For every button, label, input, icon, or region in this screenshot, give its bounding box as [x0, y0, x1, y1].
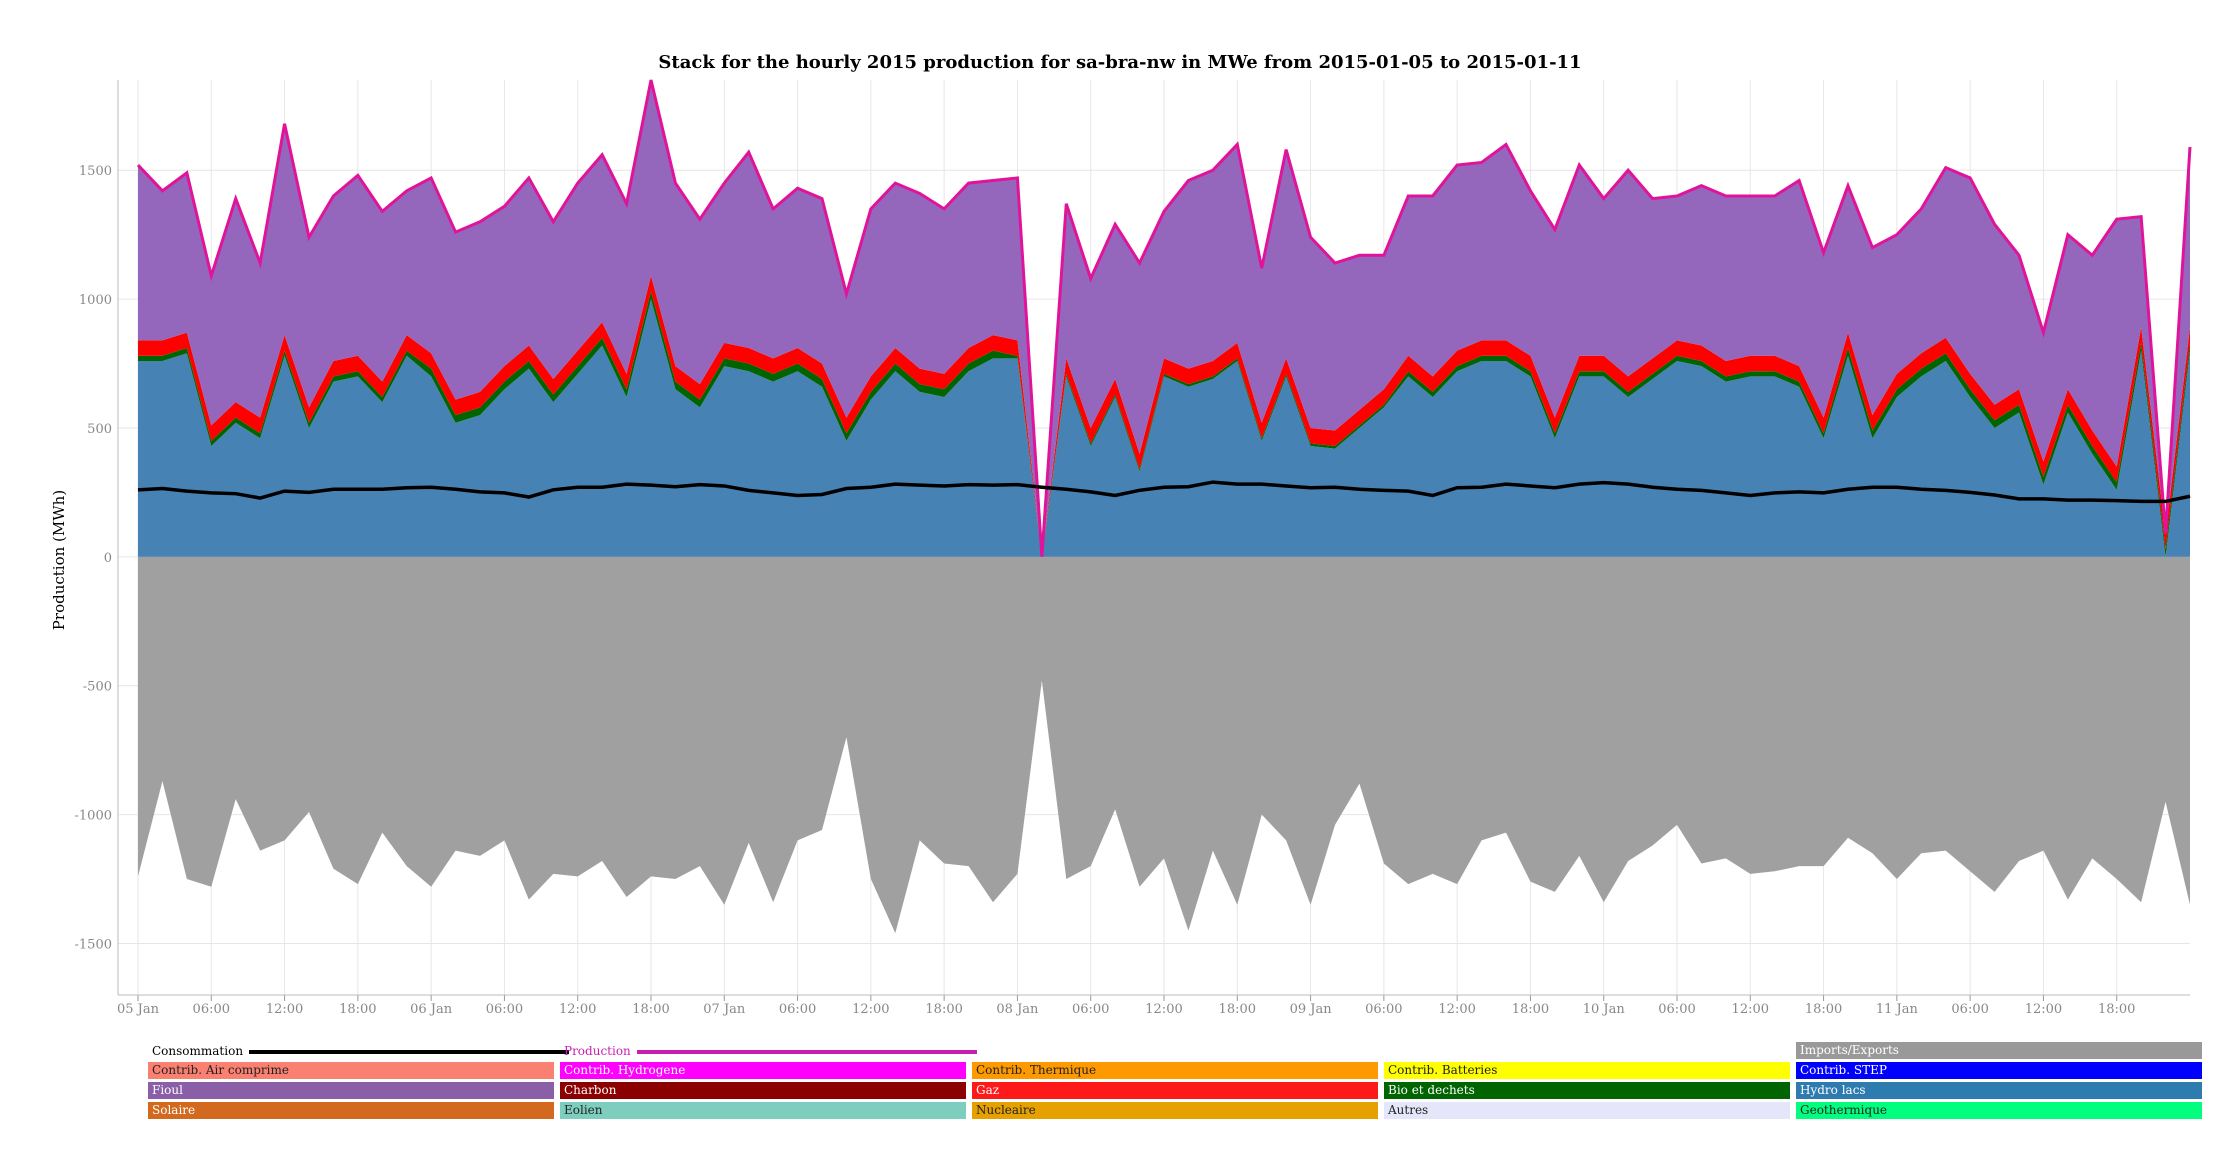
x-tick-label: 06:00 [193, 1002, 230, 1017]
legend-item-production[interactable]: Production [560, 1043, 977, 1060]
chart-title: Stack for the hourly 2015 production for… [658, 52, 1581, 73]
x-tick-label: 18:00 [1512, 1002, 1549, 1017]
legend: Consommation Production Imports/Exports Con… [148, 1040, 2208, 1150]
x-tick-label: 08 Jan [996, 1002, 1039, 1017]
x-tick-label: 12:00 [266, 1002, 303, 1017]
line-production [136, 79, 2192, 557]
legend-item-solaire[interactable]: Solaire [148, 1102, 554, 1119]
x-tick-label: 18:00 [1805, 1002, 1842, 1017]
legend-item-bio-et-dechets[interactable]: Bio et dechets [1384, 1082, 1790, 1099]
legend-item-nucleaire[interactable]: Nucleaire [972, 1102, 1378, 1119]
x-tick-label: 18:00 [2098, 1002, 2135, 1017]
x-tick-label: 12:00 [559, 1002, 596, 1017]
legend-item-consommation[interactable]: Consommation [148, 1043, 570, 1060]
legend-item-charbon[interactable]: Charbon [560, 1082, 966, 1099]
x-tick-label: 06 Jan [410, 1002, 453, 1017]
legend-item-contrib-air-comprime[interactable]: Contrib. Air comprime [148, 1062, 554, 1079]
legend-line-swatch [249, 1049, 570, 1054]
legend-item-eolien[interactable]: Eolien [560, 1102, 966, 1119]
legend-item-autres[interactable]: Autres [1384, 1102, 1790, 1119]
x-tick-label: 18:00 [1219, 1002, 1256, 1017]
x-tick-label: 05 Jan [117, 1002, 160, 1017]
axes: -1500 -1000 -500 0 500 1000 1500 05 Jan 06:00 12:… [75, 80, 2190, 1017]
x-tick-label: 06:00 [1658, 1002, 1695, 1017]
x-tick-label: 12:00 [852, 1002, 889, 1017]
legend-item-gaz[interactable]: Gaz [972, 1082, 1378, 1099]
y-tick-label: 1500 [79, 164, 112, 179]
x-tick-label: 18:00 [925, 1002, 962, 1017]
series-lines [136, 79, 2192, 557]
x-tick-label: 06:00 [1951, 1002, 1988, 1017]
area-bio-et-dechets [138, 291, 2190, 557]
legend-item-contrib-batteries[interactable]: Contrib. Batteries [1384, 1062, 1790, 1079]
legend-item-contrib-hydrogene[interactable]: Contrib. Hydrogene [560, 1062, 966, 1079]
x-tick-label: 18:00 [339, 1002, 376, 1017]
x-tick-label: 12:00 [2025, 1002, 2062, 1017]
y-axis-label: Production (MWh) [50, 490, 68, 630]
x-tick-label: 06:00 [1365, 1002, 1402, 1017]
legend-item-contrib-step[interactable]: Contrib. STEP [1796, 1062, 2202, 1079]
x-tick-label: 06:00 [779, 1002, 816, 1017]
line-consommation [137, 480, 2191, 504]
x-tick-label: 10 Jan [1583, 1002, 1626, 1017]
y-tick-label: -500 [83, 680, 112, 695]
y-tick-label: 500 [87, 422, 112, 437]
x-tick-label: 18:00 [632, 1002, 669, 1017]
y-tick-label: 1000 [79, 293, 112, 308]
legend-label: Consommation [152, 1044, 244, 1058]
legend-item-hydro-lacs[interactable]: Hydro lacs [1796, 1082, 2202, 1099]
legend-label: Production [564, 1044, 631, 1058]
y-tick-label: -1000 [75, 809, 112, 824]
legend-item-contrib-thermique[interactable]: Contrib. Thermique [972, 1062, 1378, 1079]
area-gaz [138, 275, 2190, 557]
area-imports-exports [138, 556, 2190, 934]
area-fioul [138, 80, 2190, 557]
x-tick-label: 12:00 [1732, 1002, 1769, 1017]
x-tick-label: 11 Jan [1876, 1002, 1919, 1017]
x-tick-label: 07 Jan [703, 1002, 746, 1017]
x-tick-label: 12:00 [1145, 1002, 1182, 1017]
legend-item-fioul[interactable]: Fioul [148, 1082, 554, 1099]
stacked-areas [138, 80, 2190, 934]
y-tick-label: -1500 [75, 937, 112, 952]
y-tick-label: 0 [104, 551, 112, 566]
legend-line-swatch [636, 1049, 977, 1054]
x-tick-label: 06:00 [486, 1002, 523, 1017]
x-tick-label: 12:00 [1438, 1002, 1475, 1017]
x-tick-label: 06:00 [1072, 1002, 1109, 1017]
area-hydro-lacs [138, 299, 2190, 557]
x-tick-label: 09 Jan [1290, 1002, 1333, 1017]
legend-item-imports-exports[interactable]: Imports/Exports [1796, 1042, 2202, 1059]
legend-item-geothermique[interactable]: Geothermique [1796, 1102, 2202, 1119]
